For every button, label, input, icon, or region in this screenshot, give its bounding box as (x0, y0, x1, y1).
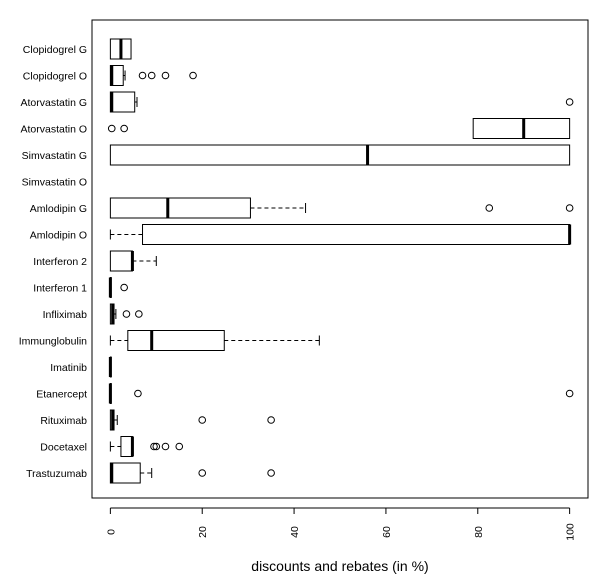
box-group (109, 91, 574, 113)
category-label: Atorvastatin G (20, 97, 87, 109)
category-label: Simvastatin G (22, 150, 87, 162)
outlier-point (135, 310, 143, 318)
outlier-point (120, 124, 128, 133)
box (142, 224, 571, 245)
outlier-point (134, 389, 142, 398)
category-label: Clopidogrel G (23, 44, 87, 56)
box (120, 436, 133, 457)
x-axis-label: discounts and rebates (in %) (251, 558, 428, 574)
outlier-point (565, 389, 574, 398)
category-label: Rituximab (40, 415, 87, 427)
category-label: Interferon 2 (33, 256, 87, 268)
box (109, 91, 136, 113)
category-label: Clopidogrel O (23, 71, 87, 83)
category-label: Trastuzumab (26, 468, 87, 480)
box (109, 197, 251, 219)
x-tick-label: 80 (473, 526, 485, 538)
category-label: Docetaxel (40, 442, 87, 454)
x-tick-label: 60 (381, 526, 393, 538)
box-group (109, 144, 571, 166)
outlier-point (485, 204, 494, 212)
outlier-point (198, 469, 207, 477)
x-tick-label: 0 (105, 529, 117, 535)
category-labels: Clopidogrel G Clopidogrel O Atorvastatin G… (19, 44, 87, 480)
outlier-point (565, 204, 574, 212)
outlier-point (161, 71, 170, 80)
box-group (107, 118, 571, 139)
x-tick-label: 40 (289, 526, 301, 538)
box-group (109, 436, 184, 457)
box (109, 250, 133, 272)
outlier-point (198, 416, 207, 424)
outlier-point (107, 124, 116, 133)
outlier-point (175, 442, 184, 451)
category-label: Etanercept (36, 389, 87, 401)
outlier-point (267, 469, 275, 477)
outlier-point (147, 71, 156, 80)
box-group (109, 197, 574, 219)
category-label: Infliximab (43, 309, 88, 321)
outlier-point (150, 442, 158, 451)
boxes (107, 38, 574, 484)
category-label: Amlodipin G (30, 203, 87, 215)
box (127, 330, 225, 351)
box-group (109, 330, 320, 351)
x-tick-label: 20 (197, 526, 209, 538)
box-group (109, 65, 197, 86)
category-label: Imatinib (50, 362, 87, 374)
outlier-point (152, 442, 161, 451)
box-group (108, 383, 574, 404)
plot-frame (91, 19, 589, 499)
box (109, 144, 571, 166)
outlier-point (565, 98, 574, 106)
box-group (109, 409, 275, 431)
category-label: Interferon 1 (33, 283, 87, 295)
outlier-point (267, 416, 275, 424)
box-group (109, 38, 132, 60)
box (472, 118, 571, 139)
box-group (109, 303, 143, 325)
box-group (109, 224, 572, 245)
box-group (109, 250, 157, 272)
outlier-point (138, 71, 147, 80)
category-label: Immunglobulin (19, 336, 87, 348)
x-axis: 0 20 40 60 80 100 (105, 507, 577, 541)
box (109, 462, 141, 484)
outlier-point (120, 283, 128, 292)
box-group (108, 277, 128, 298)
box-group (109, 462, 275, 484)
outlier-point (189, 71, 197, 80)
outlier-point (122, 310, 131, 318)
box-group (108, 356, 112, 378)
outlier-point (161, 442, 170, 451)
category-label: Amlodipin O (30, 230, 87, 242)
category-label: Atorvastatin O (20, 124, 87, 136)
category-label: Simvastatin O (22, 177, 87, 189)
x-tick-label: 100 (565, 523, 577, 541)
